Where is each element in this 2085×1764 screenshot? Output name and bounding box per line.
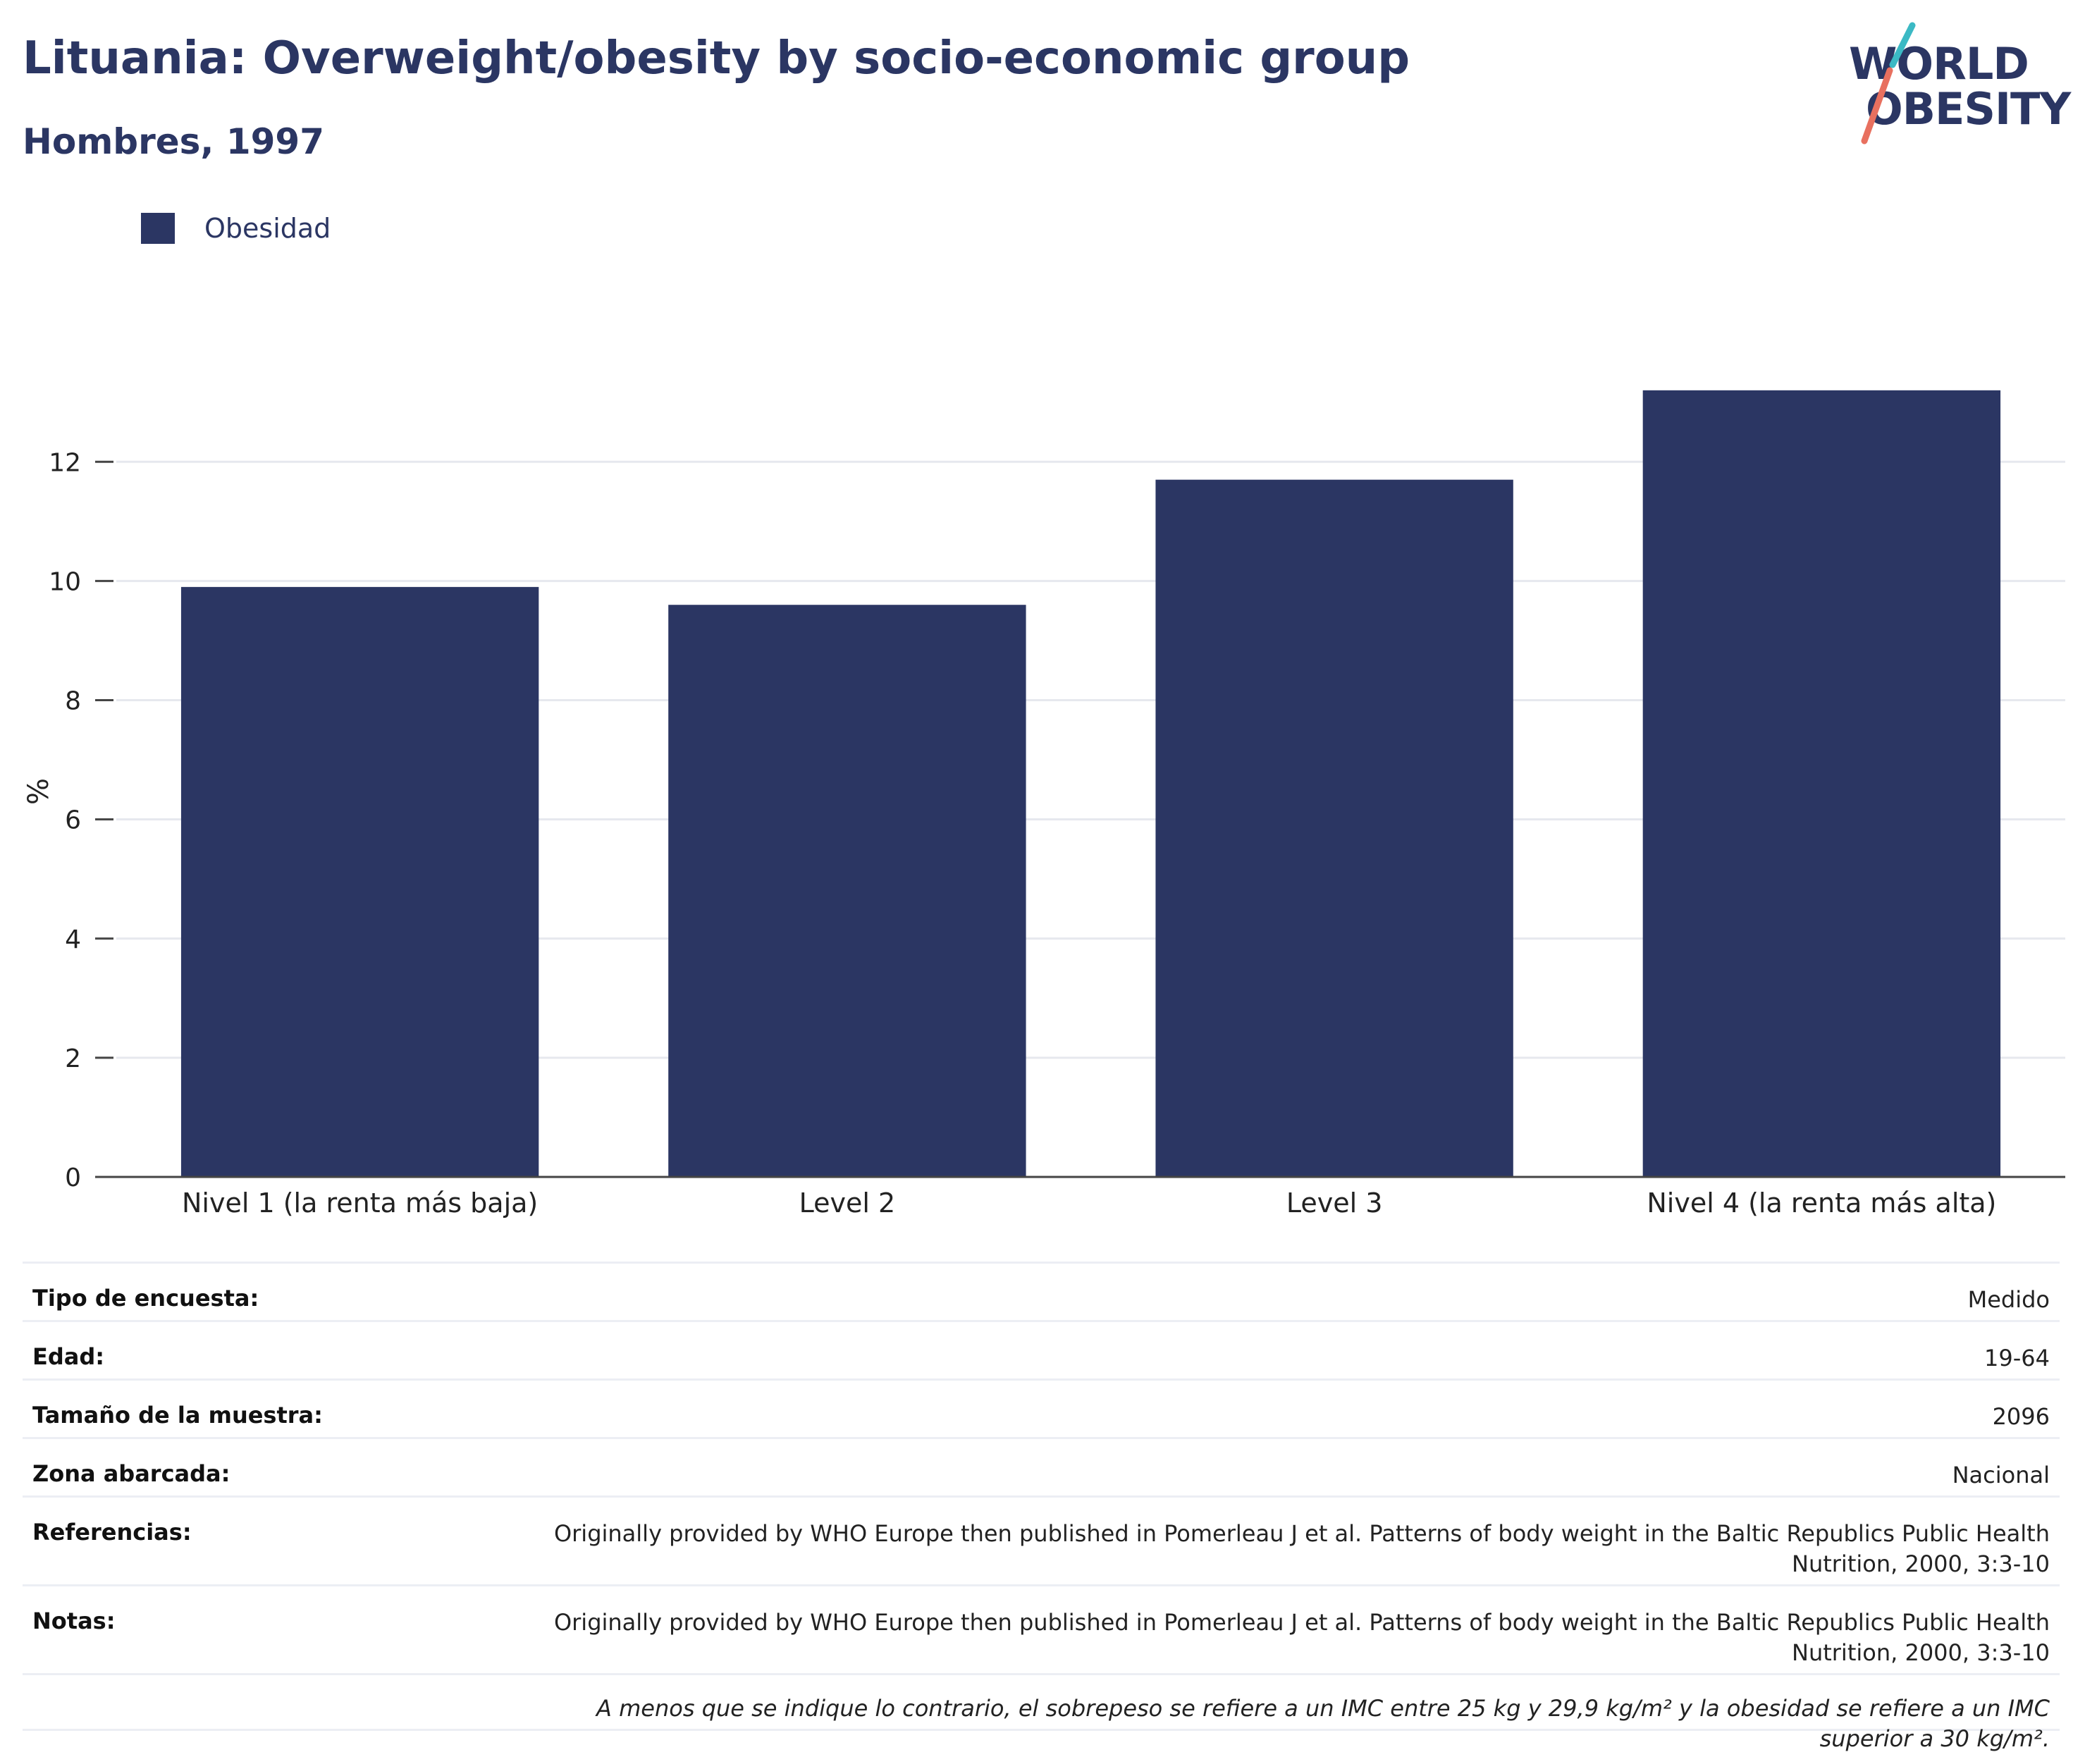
info-row-survey-type: Tipo de encuesta: Medido [23,1262,2060,1320]
logo-line1: WORLD [1849,38,2029,90]
info-row-sample-size: Tamaño de la muestra: 2096 [23,1378,2060,1437]
info-label: Zona abarcada: [32,1460,230,1487]
logo-slash-icon [1861,22,1916,144]
footnote-text: A menos que se indique lo contrario, el … [596,1695,2050,1753]
x-tick-label: Level 2 [799,1188,896,1219]
info-label: Edad: [32,1343,105,1370]
info-row-area: Zona abarcada: Nacional [23,1437,2060,1495]
logo-line2: OBESITY [1866,83,2071,135]
legend-label-obesidad: Obesidad [204,213,331,244]
info-label: Referencias: [32,1519,192,1546]
info-table: Tipo de encuesta: Medido Edad: 19-64 Tam… [23,1262,2060,1752]
chart-legend: Obesidad [141,210,331,247]
legend-swatch-obesidad [141,213,175,244]
bar-chart: 0 2 4 6 8 10 12% Nivel 1 (la renta más baja) Lev… [23,390,2065,1219]
world-obesity-logo: WORLD OBESITY [1843,21,2071,148]
y-tick-label: 4 [65,925,81,954]
info-label: Tipo de encuesta: [32,1285,259,1312]
info-row-age: Edad: 19-64 [23,1320,2060,1378]
bar-2 [668,605,1026,1177]
info-label: Notas: [32,1608,116,1634]
x-tick-label: Nivel 1 (la renta más baja) [182,1188,538,1219]
bar-1 [180,586,539,1177]
y-tick-label: 0 [65,1164,81,1192]
info-value: Originally provided by WHO Europe then p… [553,1609,2050,1667]
info-value: 2096 [1992,1403,2050,1430]
y-tick-label: 12 [49,448,81,477]
chart-subtitle: Hombres, 1997 [23,121,324,162]
chart-title: Lituania: Overweight/obesity by socio-ec… [23,32,1410,85]
info-footnote: A menos que se indique lo contrario, el … [23,1673,2060,1752]
bar-4 [1642,390,2001,1178]
info-value: Originally provided by WHO Europe then p… [553,1520,2050,1578]
info-value: Nacional [1952,1462,2050,1488]
info-row-references: Referencias: Originally provided by WHO … [23,1495,2060,1584]
info-row-notes: Notas: Originally provided by WHO Europe… [23,1584,2060,1673]
y-tick-label: 10 [49,567,81,596]
info-value: Medido [1967,1286,2050,1313]
info-label: Tamaño de la muestra: [32,1402,323,1429]
bar-3 [1155,479,1513,1177]
y-tick-label: 8 [65,687,81,716]
x-tick-label: Level 3 [1286,1188,1383,1219]
info-value: 19-64 [1984,1345,2050,1371]
y-tick-label: 6 [65,806,81,835]
y-axis-label: % [23,778,55,805]
y-tick-label: 2 [65,1044,81,1073]
x-tick-label: Nivel 4 (la renta más alta) [1647,1188,1996,1219]
